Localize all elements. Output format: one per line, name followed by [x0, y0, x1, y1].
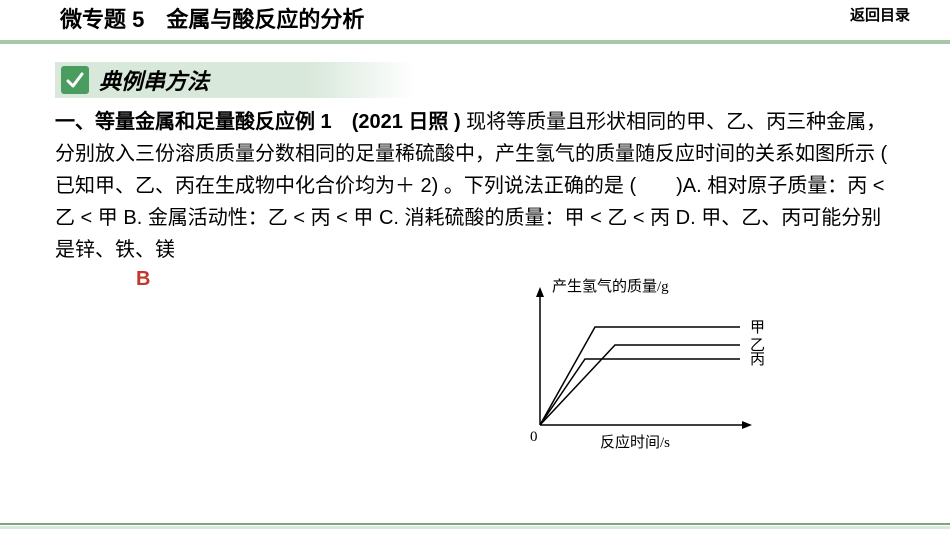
section-title: 典例串方法	[99, 64, 209, 96]
line-chart: 产生氢气的质量/g0反应时间/s甲乙丙	[520, 275, 780, 475]
svg-text:反应时间/s: 反应时间/s	[600, 433, 670, 451]
header-bar: 微专题 5 金属与酸反应的分析 返回目录	[0, 0, 950, 40]
check-icon	[61, 66, 89, 94]
option-b: B. 金属活动性：乙 < 丙 < 甲	[123, 207, 379, 229]
svg-text:丙: 丙	[750, 352, 765, 368]
question-prefix: 一、等量金属和足量酸反应例 1	[55, 111, 352, 133]
option-c: C. 消耗硫酸的质量：甲 < 乙 < 丙	[379, 207, 676, 229]
footer-line-light	[0, 526, 950, 529]
return-link[interactable]: 返回目录	[850, 4, 910, 25]
svg-text:产生氢气的质量/g: 产生氢气的质量/g	[552, 278, 669, 295]
svg-text:甲: 甲	[750, 320, 765, 336]
question-content: 一、等量金属和足量酸反应例 1 (2021 日照 ) 现将等质量且形状相同的甲、…	[0, 106, 950, 266]
section-banner: 典例串方法	[55, 62, 415, 98]
svg-text:0: 0	[530, 429, 538, 445]
question-source: (2021 日照 )	[352, 111, 461, 133]
header-underline	[0, 40, 950, 44]
page-title: 微专题 5 金属与酸反应的分析	[60, 2, 364, 34]
footer-line-dark	[0, 523, 950, 525]
chart-container: 产生氢气的质量/g0反应时间/s甲乙丙	[520, 275, 780, 475]
